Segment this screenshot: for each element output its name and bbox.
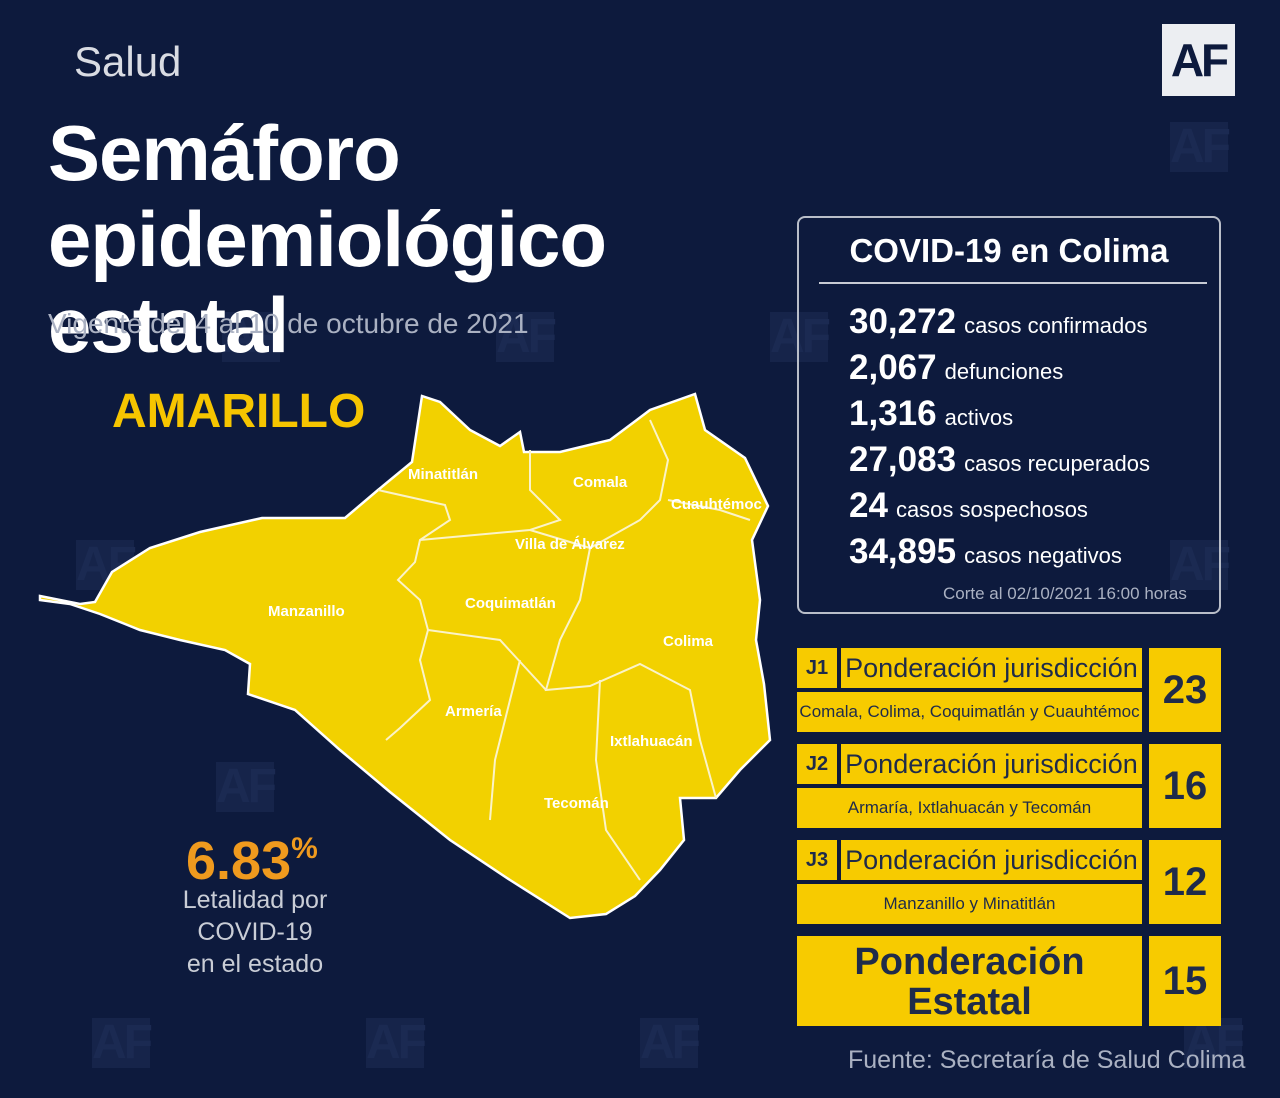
stat-label: casos negativos	[964, 543, 1122, 568]
section-label: Salud	[74, 38, 182, 85]
covid-stats-box: COVID-19 en Colima 30,272 casos confirmad…	[797, 216, 1221, 614]
map-label-minatitlan: Minatitlán	[408, 466, 478, 483]
stat-suspected: 24 casos sospechosos	[849, 486, 1088, 526]
stat-label: defunciones	[944, 359, 1064, 384]
validity-subtitle: Vigente del 4 al 10 de octubre de 2021	[48, 308, 529, 339]
map-label-manzanillo: Manzanillo	[268, 603, 345, 620]
map-label-colima: Colima	[663, 633, 714, 650]
map-label-ixtlahuacan: Ixtlahuacán	[610, 733, 693, 750]
stat-value: 27,083	[849, 440, 957, 479]
cutoff-note: Corte al 02/10/2021 16:00 horas	[943, 584, 1187, 603]
j3-tag: J3	[797, 840, 837, 880]
stat-recovered: 27,083 casos recuperados	[849, 440, 1150, 480]
stat-label: casos sospechosos	[895, 497, 1088, 522]
lethality-label-line-1: Letalidad por	[182, 886, 328, 914]
stat-value: 1,316	[849, 394, 937, 433]
stat-active: 1,316 activos	[849, 394, 1013, 434]
state-weight-line-1: Ponderación	[854, 941, 1085, 983]
stat-label: casos recuperados	[964, 451, 1150, 476]
stat-confirmed: 30,272 casos confirmados	[849, 302, 1147, 342]
state-outline	[38, 392, 772, 920]
lethality-unit: %	[291, 832, 318, 865]
j2-municipalities: Armaría, Ixtlahuacán y Tecomán	[797, 788, 1142, 828]
af-logo: AF	[1162, 24, 1235, 96]
map-label-tecoman: Tecomán	[544, 795, 609, 812]
j2-title: Ponderación jurisdicción 2	[841, 744, 1142, 819]
page-title: Semáforo epidemiológico estatal	[48, 110, 808, 368]
lethality-label: Letalidad por COVID-19 en el estado	[160, 884, 350, 980]
status-label: AMARILLO	[112, 385, 366, 438]
j2-value: 16	[1149, 744, 1221, 828]
lethality-label-line-2: COVID-19	[197, 918, 313, 946]
map-label-armeria: Armería	[445, 703, 502, 720]
state-weight-value: 15	[1149, 936, 1221, 1026]
map-label-cuauhtemoc: Cuauhtémoc	[671, 496, 762, 513]
watermark-logo: AF	[216, 760, 277, 813]
j1-municipalities: Comala, Colima, Coquimatlán y Cuauhtémoc	[797, 692, 1142, 732]
map-label-comala: Comala	[573, 474, 628, 491]
j1-value: 23	[1149, 648, 1221, 732]
stat-value: 2,067	[849, 348, 937, 387]
stat-value: 24	[849, 486, 888, 525]
lethality-label-line-3: en el estado	[186, 950, 324, 978]
stat-label: casos confirmados	[964, 313, 1148, 338]
stat-value: 30,272	[849, 302, 957, 341]
title-line-2: estatal	[48, 281, 289, 369]
watermark-logo: AF	[770, 310, 831, 363]
j3-title: Ponderación jurisdicción 3	[841, 840, 1142, 915]
colima-map	[38, 392, 772, 920]
covid-box-title: COVID-19 en Colima	[849, 232, 1169, 269]
title-line-1: Semáforo epidemiológico	[48, 109, 607, 283]
stat-value: 34,895	[849, 532, 957, 571]
map-label-villa-de-alvarez: Villa de Álvarez	[515, 536, 625, 553]
state-weight-label: Ponderación Estatal	[797, 936, 1142, 1026]
lethality-value: 6.83%	[186, 830, 318, 892]
source-note: Fuente: Secretaría de Salud Colima	[848, 1046, 1246, 1074]
covid-divider	[819, 282, 1207, 284]
watermark-logo: AF	[222, 310, 283, 363]
stat-negative: 34,895 casos negativos	[849, 532, 1122, 572]
j2-tag: J2	[797, 744, 837, 784]
watermark-logo: AF	[496, 310, 557, 363]
j1-title: Ponderación jurisdicción 1	[841, 648, 1142, 723]
stat-deaths: 2,067 defunciones	[849, 348, 1063, 388]
watermark-logo: AF	[366, 1016, 427, 1069]
map-label-coquimatlan: Coquimatlán	[465, 595, 556, 612]
j3-value: 12	[1149, 840, 1221, 924]
j3-municipalities: Manzanillo y Minatitlán	[797, 884, 1142, 924]
watermark-logo: AF	[640, 1016, 701, 1069]
lethality-number: 6.83	[186, 831, 292, 891]
watermark-logo: AF	[92, 1016, 153, 1069]
stat-label: activos	[944, 405, 1014, 430]
state-weight-line-2: Estatal	[907, 981, 1032, 1023]
j1-tag: J1	[797, 648, 837, 688]
watermark-logo: AF	[1170, 120, 1231, 173]
